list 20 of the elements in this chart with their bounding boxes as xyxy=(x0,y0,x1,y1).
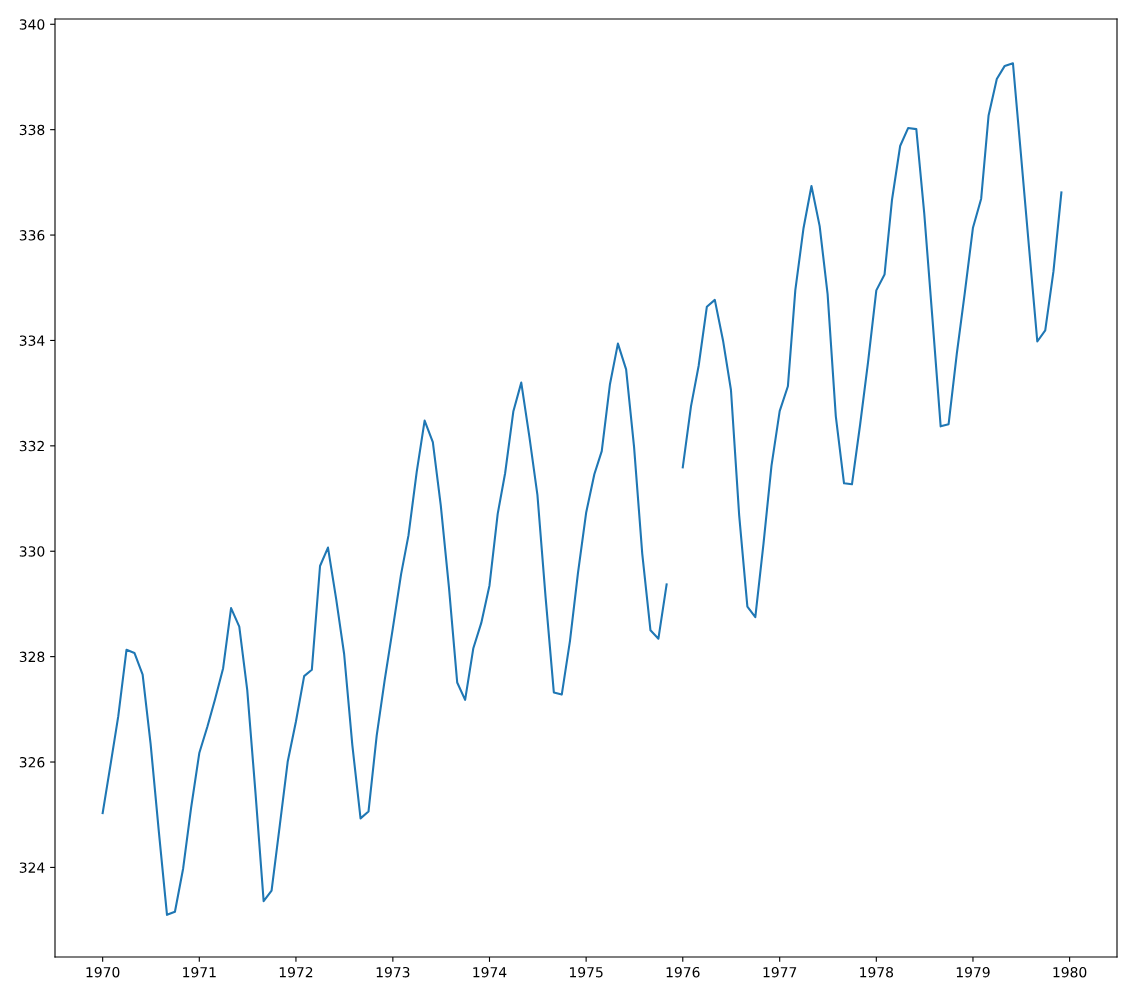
y-tick-label: 328 xyxy=(19,651,45,663)
x-tick-label: 1972 xyxy=(279,966,313,978)
x-tick-label: 1977 xyxy=(763,966,797,978)
y-tick-label: 336 xyxy=(19,230,45,241)
y-tick-label: 330 xyxy=(19,546,45,557)
x-tick-label: 1978 xyxy=(860,966,894,978)
x-tick-label: 1975 xyxy=(569,966,603,978)
y-tick-label: 326 xyxy=(19,756,45,768)
y-tick-label: 340 xyxy=(19,19,45,30)
x-tick-label: 1970 xyxy=(86,966,120,978)
y-tick-label: 332 xyxy=(19,440,44,452)
y-tick-label: 338 xyxy=(19,124,45,136)
x-tick-label: 1980 xyxy=(1053,966,1087,978)
x-tick-label: 1971 xyxy=(183,966,216,978)
x-tick-label: 1974 xyxy=(473,966,507,978)
x-tick-label: 1979 xyxy=(956,966,990,978)
x-tick-label: 1976 xyxy=(666,966,700,978)
x-tick-label: 1973 xyxy=(376,966,410,978)
y-tick-label: 334 xyxy=(19,335,45,346)
y-tick-label: 324 xyxy=(19,862,45,873)
